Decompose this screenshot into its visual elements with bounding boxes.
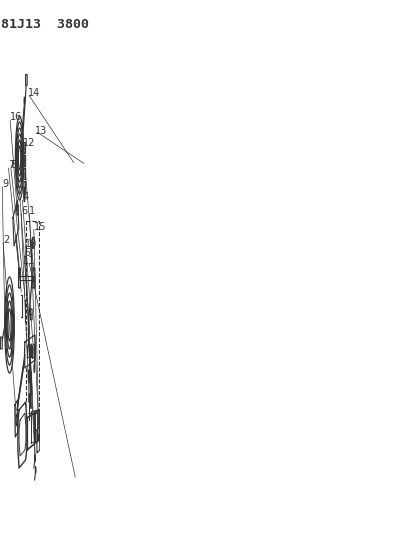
Text: 8: 8 [11, 160, 17, 170]
FancyBboxPatch shape [33, 237, 34, 248]
FancyBboxPatch shape [24, 156, 25, 166]
Text: 11: 11 [23, 256, 35, 266]
FancyBboxPatch shape [24, 142, 25, 154]
Text: 12: 12 [23, 138, 35, 148]
Text: 13: 13 [35, 126, 47, 135]
Text: 16: 16 [10, 112, 22, 122]
FancyBboxPatch shape [17, 205, 18, 215]
FancyBboxPatch shape [0, 337, 2, 349]
Text: 9: 9 [2, 179, 8, 189]
Text: 6: 6 [21, 206, 27, 215]
Text: 4: 4 [22, 192, 28, 202]
Polygon shape [37, 426, 40, 453]
FancyBboxPatch shape [30, 340, 32, 351]
FancyBboxPatch shape [19, 268, 20, 288]
Text: 3: 3 [18, 171, 25, 181]
Text: 15: 15 [34, 222, 46, 231]
Text: 2: 2 [3, 235, 9, 245]
FancyBboxPatch shape [33, 276, 35, 287]
Polygon shape [15, 400, 18, 437]
FancyBboxPatch shape [29, 370, 30, 380]
FancyBboxPatch shape [24, 182, 25, 192]
Polygon shape [25, 335, 35, 368]
Text: 14: 14 [28, 88, 40, 98]
Text: 5: 5 [25, 248, 31, 258]
FancyBboxPatch shape [24, 168, 25, 180]
FancyBboxPatch shape [31, 309, 32, 320]
Text: 81J13  3800: 81J13 3800 [1, 18, 89, 31]
Text: 10: 10 [25, 239, 37, 248]
FancyBboxPatch shape [25, 75, 27, 85]
Bar [26, 221, 39, 413]
FancyBboxPatch shape [29, 372, 30, 383]
FancyBboxPatch shape [33, 268, 35, 288]
Text: 7: 7 [8, 160, 14, 170]
Polygon shape [18, 402, 27, 468]
Text: 1: 1 [29, 206, 35, 215]
